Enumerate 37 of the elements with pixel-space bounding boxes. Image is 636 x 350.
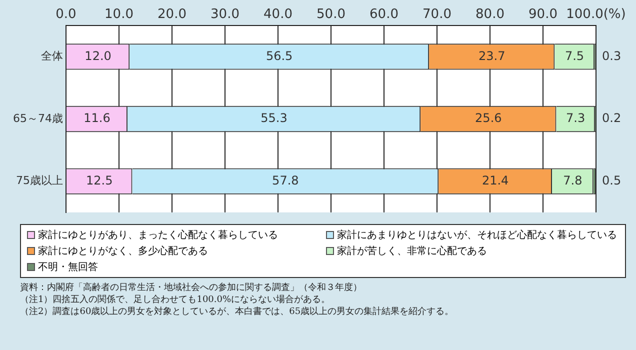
- text: 資料：内閣府「高齢者の日常生活・地域社会への参加に関する調査」（令和３年度）: [20, 282, 363, 294]
- y-tick-label: 75歳以上: [16, 174, 63, 188]
- x-tick-label: 20.0: [158, 7, 186, 22]
- data-label: 0.3: [602, 48, 622, 63]
- data-label: 7.5: [564, 48, 584, 63]
- text: （注1）四捨五入の関係で、足し合わせても100.0%にならない場合がある。: [20, 294, 332, 306]
- x-tick-label: 80.0: [476, 7, 504, 22]
- y-tick-label: 全体: [40, 50, 63, 63]
- legend-label: 不明・無回答: [38, 261, 98, 274]
- data-label: 55.3: [260, 111, 288, 126]
- text: （注2）調査は60歳以上の男女を対象としているが、本白書では、65歳以上の男女の集計結果を紹介する。: [20, 306, 455, 318]
- x-tick-label: 0.0: [56, 7, 76, 22]
- x-tick-label: 10.0: [104, 7, 134, 22]
- data-label: 56.5: [266, 48, 293, 63]
- legend-label: 家計にゆとりがなく、多少心配である: [38, 244, 208, 258]
- data-label: 0.2: [602, 111, 622, 126]
- data-label: 12.0: [84, 48, 112, 63]
- data-label: 23.7: [478, 48, 506, 63]
- legend-label: 家計が苦しく、非常に心配である: [337, 244, 487, 258]
- data-label: 7.8: [563, 173, 582, 188]
- data-label: 7.3: [566, 111, 586, 126]
- data-label: 25.6: [475, 111, 502, 126]
- y-tick-label: 65～74歳: [12, 112, 63, 125]
- x-tick-label: 30.0: [210, 7, 240, 22]
- data-label: 57.8: [272, 173, 299, 188]
- x-tick-label: 70.0: [422, 7, 452, 22]
- data-label: 12.5: [86, 173, 113, 188]
- x-tick-label: 90.0: [528, 7, 558, 22]
- x-tick-label: 100.0(%): [566, 7, 626, 22]
- x-tick-label: 40.0: [264, 7, 292, 22]
- x-tick-label: 60.0: [370, 7, 398, 22]
- data-label: 11.6: [84, 111, 110, 126]
- legend-label: 家計にあまりゆとりはないが、それほど心配なく暮らしている: [337, 228, 617, 242]
- x-tick-label: 50.0: [316, 7, 346, 22]
- data-label: 0.5: [602, 173, 622, 188]
- data-label: 21.4: [482, 173, 509, 188]
- legend-label: 家計にゆとりがあり、まったく心配なく暮らしている: [38, 228, 278, 242]
